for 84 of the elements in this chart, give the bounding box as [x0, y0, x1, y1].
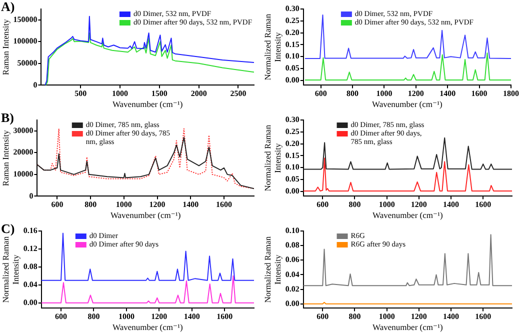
y-axis-title: Raman Intensity	[0, 129, 10, 186]
x-tick-label: 1800	[503, 89, 519, 98]
y-tick-label: 0.25	[285, 126, 300, 136]
y-tick-label: 0.08	[285, 240, 300, 250]
y-tick-label: 100000	[13, 36, 38, 46]
x-tick-label: 1000	[378, 200, 395, 210]
y-tick-label: 0.00	[23, 298, 38, 307]
x-tick-label: 1200	[410, 200, 427, 210]
y-tick-label: 0.08	[23, 262, 38, 271]
x-tick-label: 1200	[151, 312, 168, 322]
y-tick-label: 0.00	[285, 186, 300, 196]
y-axis-title: Raman Intensity	[0, 18, 10, 76]
x-tick-label: 800	[88, 312, 100, 322]
y-tick-label: 0.12	[23, 244, 38, 254]
x-tick-label: 1000	[116, 200, 132, 210]
x-tick-label: 800	[348, 312, 361, 322]
x-axis-title: Wavenumber (cm⁻¹)	[110, 210, 181, 220]
y-tick-label: 0.15	[285, 150, 300, 160]
x-tick-label: 800	[348, 200, 361, 210]
y-tick-label: 0.10	[285, 52, 300, 61]
y-tick-label: 0.05	[285, 64, 300, 73]
x-tick-label: 1600	[216, 200, 232, 210]
x-tick-label: 600	[51, 200, 64, 210]
x-tick-label: 1000	[376, 89, 392, 98]
y-tick-label: 0.20	[285, 138, 300, 148]
x-tick-label: 1000	[378, 312, 395, 322]
y-tick-label: 10000	[13, 169, 34, 178]
x-axis-title: Wavenumber (cm⁻¹)	[372, 322, 444, 332]
y-axis-title: Normalized Raman Intensity	[0, 236, 21, 303]
y-tick-label: 0.00	[285, 76, 300, 84]
y-tick-label: 0.20	[285, 28, 300, 37]
y-axis-title: Normalized Raman Intensity	[262, 236, 283, 303]
x-tick-label: 600	[55, 312, 68, 322]
x-axis-title: Wavenumber (cm⁻¹)	[112, 99, 183, 110]
x-tick-label: 1600	[216, 312, 233, 322]
y-tick-label: 0	[29, 191, 34, 200]
x-tick-label: 800	[346, 89, 359, 98]
y-tick-label: 0.06	[285, 255, 300, 264]
x-tick-label: 1400	[443, 312, 460, 322]
text: A)	[1, 0, 15, 14]
y-tick-label: 0.05	[285, 174, 300, 184]
x-tick-label: 800	[84, 200, 97, 210]
x-axis-title: Wavenumber (cm⁻¹)	[372, 99, 443, 110]
y-tick-label: 30000	[13, 126, 34, 135]
x-tick-label: 1200	[408, 89, 424, 98]
x-axis-title: Wavenumber (cm⁻¹)	[112, 322, 184, 332]
x-tick-label: 1400	[182, 200, 199, 210]
y-tick-label: 0.10	[285, 162, 300, 172]
x-tick-label: 1400	[440, 89, 456, 98]
x-tick-label: 1000	[118, 312, 134, 322]
y-tick-label: 0.25	[285, 16, 300, 25]
y-tick-label: 0.10	[285, 226, 300, 236]
x-tick-label: 2500	[230, 89, 246, 98]
y-tick-label: 150000	[13, 14, 38, 24]
x-tick-label: 1200	[149, 200, 166, 210]
y-tick-label: 0.00	[285, 298, 300, 308]
x-tick-label: 600	[316, 200, 329, 210]
y-tick-label: 0.30	[285, 115, 300, 124]
x-tick-label: 1000	[112, 89, 128, 98]
x-tick-label: 1600	[475, 312, 492, 322]
x-tick-label: 1600	[475, 200, 492, 210]
x-tick-label: 1400	[184, 312, 200, 322]
y-tick-label: 0	[33, 80, 38, 90]
x-axis-title: Wavenumber (cm⁻¹)	[372, 210, 444, 220]
y-axis-title: Normalized Raman Intensity	[262, 124, 283, 192]
text: C)	[1, 220, 15, 236]
text: B)	[1, 110, 14, 125]
x-tick-label: 600	[316, 312, 329, 322]
x-tick-label: 600	[314, 89, 327, 98]
x-tick-label: 500	[74, 89, 87, 98]
y-tick-label: 20000	[13, 148, 34, 157]
y-tick-label: 50000	[17, 58, 38, 68]
y-tick-label: 0.30	[285, 4, 300, 14]
x-tick-label: 1500	[151, 89, 168, 98]
x-tick-label: 1200	[410, 312, 427, 322]
y-tick-label: 0.16	[23, 226, 38, 236]
x-tick-label: 2000	[190, 89, 207, 98]
y-tick-label: 0.04	[285, 270, 300, 279]
x-tick-label: 1400	[443, 200, 460, 210]
y-tick-label: 0.02	[285, 284, 300, 294]
y-tick-label: 0.15	[285, 40, 300, 49]
y-tick-label: 0.04	[23, 280, 38, 289]
x-tick-label: 1600	[471, 89, 488, 98]
y-axis-title: Normalized Raman Intensity	[262, 13, 283, 80]
